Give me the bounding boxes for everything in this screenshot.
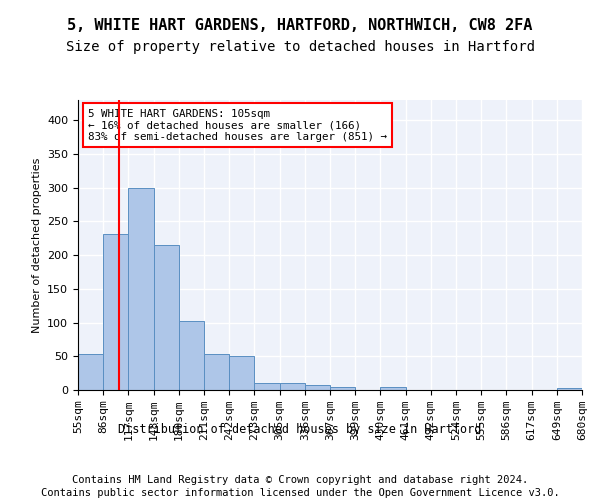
Bar xyxy=(179,320,204,390)
Text: 5 WHITE HART GARDENS: 105sqm
← 16% of detached houses are smaller (166)
83% of s: 5 WHITE HART GARDENS: 105sqm ← 16% of de… xyxy=(88,108,387,142)
Bar xyxy=(557,388,582,390)
Bar xyxy=(154,245,179,390)
Text: Size of property relative to detached houses in Hartford: Size of property relative to detached ho… xyxy=(65,40,535,54)
Y-axis label: Number of detached properties: Number of detached properties xyxy=(32,158,41,332)
Text: 5, WHITE HART GARDENS, HARTFORD, NORTHWICH, CW8 2FA: 5, WHITE HART GARDENS, HARTFORD, NORTHWI… xyxy=(67,18,533,32)
Bar xyxy=(103,234,128,390)
Bar xyxy=(330,386,355,390)
Bar xyxy=(305,386,330,390)
Text: Contains public sector information licensed under the Open Government Licence v3: Contains public sector information licen… xyxy=(41,488,559,498)
Text: Distribution of detached houses by size in Hartford: Distribution of detached houses by size … xyxy=(118,422,482,436)
Bar xyxy=(128,188,154,390)
Bar xyxy=(204,354,229,390)
Bar xyxy=(280,384,305,390)
Bar xyxy=(254,384,280,390)
Bar xyxy=(78,354,103,390)
Text: Contains HM Land Registry data © Crown copyright and database right 2024.: Contains HM Land Registry data © Crown c… xyxy=(72,475,528,485)
Bar xyxy=(380,386,406,390)
Bar xyxy=(229,356,254,390)
